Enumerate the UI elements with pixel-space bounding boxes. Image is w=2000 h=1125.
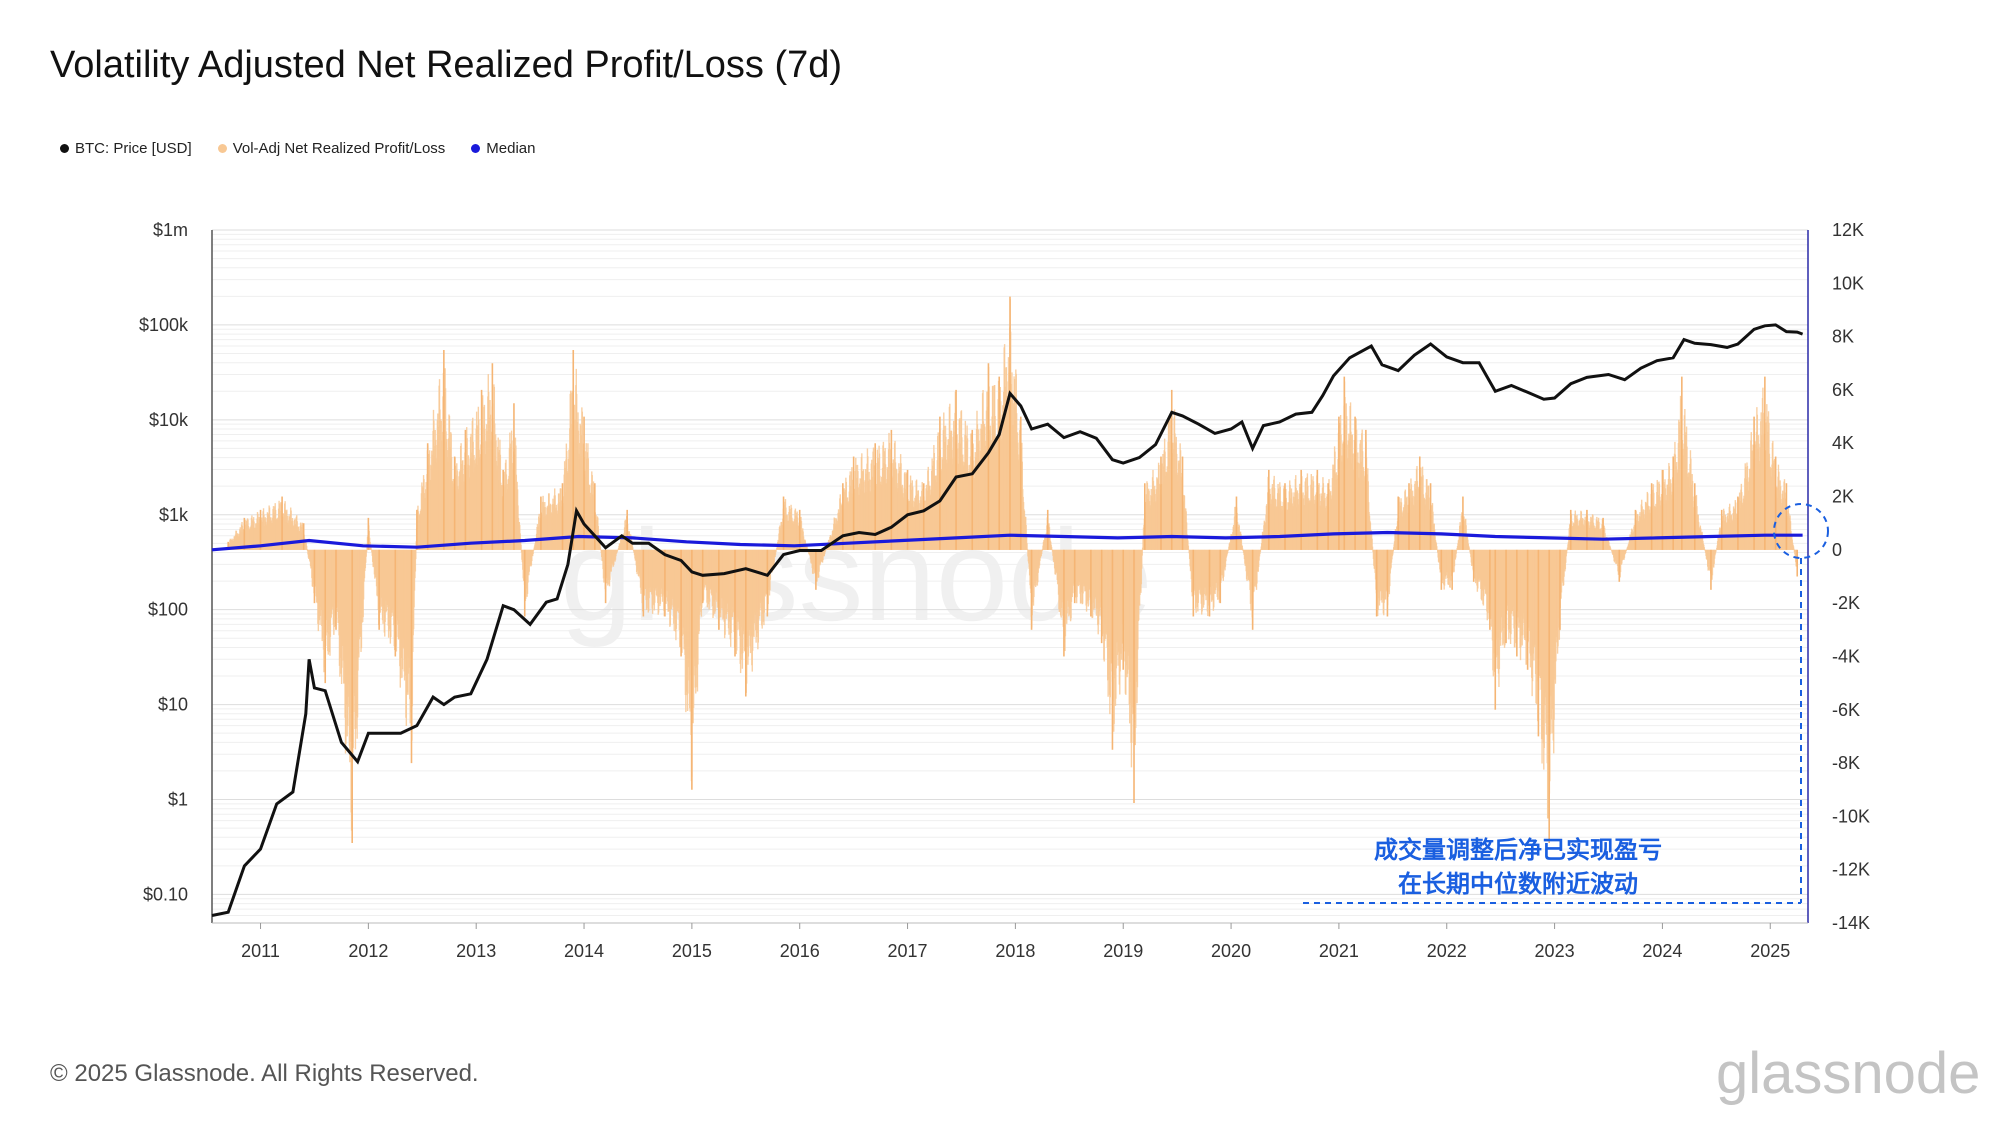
x-tick-label: 2020 [1211,941,1251,961]
x-tick-label: 2022 [1427,941,1467,961]
left-tick-label: $10k [149,410,189,430]
right-tick-label: -14K [1832,913,1870,933]
left-tick-label: $1m [153,220,188,240]
x-tick-label: 2015 [672,941,712,961]
right-tick-label: -12K [1832,860,1870,880]
right-tick-label: -10K [1832,806,1870,826]
left-tick-label: $100 [148,600,188,620]
x-tick-label: 2013 [456,941,496,961]
price-series-line [211,323,1804,917]
right-tick-label: 4K [1832,433,1854,453]
left-axis-ticks: $0.10 $1 $10 $100 $1k $10k $100k $1m [139,220,189,904]
legend-label-median: Median [486,140,536,157]
x-tick-label: 2025 [1750,941,1790,961]
x-tick-label: 2023 [1535,941,1575,961]
right-tick-label: 6K [1832,380,1854,400]
left-tick-label: $1 [168,790,188,810]
right-tick-label: 12K [1832,220,1864,240]
legend: BTC: Price [USD] Vol-Adj Net Realized Pr… [60,140,536,157]
legend-dot-pnl [217,144,227,153]
axes [211,230,1809,924]
annotation-line-1: 成交量调整后净已实现盈亏 [1374,836,1662,864]
right-tick-label: 8K [1832,327,1854,347]
glassnode-logo: glassnode [1716,1041,1981,1106]
x-tick-label: 2021 [1319,941,1359,961]
legend-item-price[interactable]: BTC: Price [USD] [60,140,192,157]
annotation-circle [1773,503,1829,559]
right-tick-label: -2K [1832,593,1860,613]
left-tick-label: $0.10 [143,884,188,904]
legend-dot-price [60,144,69,153]
x-tick-label: 2012 [348,941,388,961]
copyright-footer: © 2025 Glassnode. All Rights Reserved. [50,1060,479,1087]
legend-dot-median [471,144,481,153]
x-tick-label: 2018 [995,941,1035,961]
right-tick-label: -8K [1832,753,1860,773]
right-tick-label: 0 [1832,540,1842,560]
x-tick-label: 2014 [564,941,604,961]
right-tick-label: -6K [1832,700,1860,720]
x-tick-label: 2011 [241,941,280,961]
left-tick-label: $10 [158,695,188,715]
annotation: 成交量调整后净已实现盈亏 在长期中位数附近波动 [1303,503,1829,904]
x-tick-label: 2019 [1103,941,1143,961]
pnl-series [227,296,1799,844]
legend-label-pnl: Vol-Adj Net Realized Profit/Loss [232,140,446,157]
right-tick-label: 10K [1832,273,1864,293]
legend-label-price: BTC: Price [USD] [75,140,192,157]
right-axis-ticks: 12K 10K 8K 6K 4K 2K 0 -2K -4K -6K -8K -10K -12K -14K [1832,220,1870,933]
legend-item-pnl[interactable]: Vol-Adj Net Realized Profit/Loss [217,140,446,157]
legend-item-median[interactable]: Median [471,140,536,157]
chart-title: Volatility Adjusted Net Realized Profit/… [50,44,843,86]
left-tick-label: $100k [139,315,189,335]
x-axis-ticks: 2011 2012 2013 2014 2015 2016 2017 2018 2019 2020… [241,923,1790,961]
x-tick-label: 2024 [1642,941,1682,961]
median-series-line [211,530,1803,552]
x-tick-label: 2016 [780,941,820,961]
right-tick-label: -4K [1832,646,1860,666]
right-tick-label: 2K [1832,487,1854,507]
left-tick-label: $1k [159,505,189,525]
annotation-line-2: 在长期中位数附近波动 [1398,870,1638,898]
x-tick-label: 2017 [888,941,928,961]
